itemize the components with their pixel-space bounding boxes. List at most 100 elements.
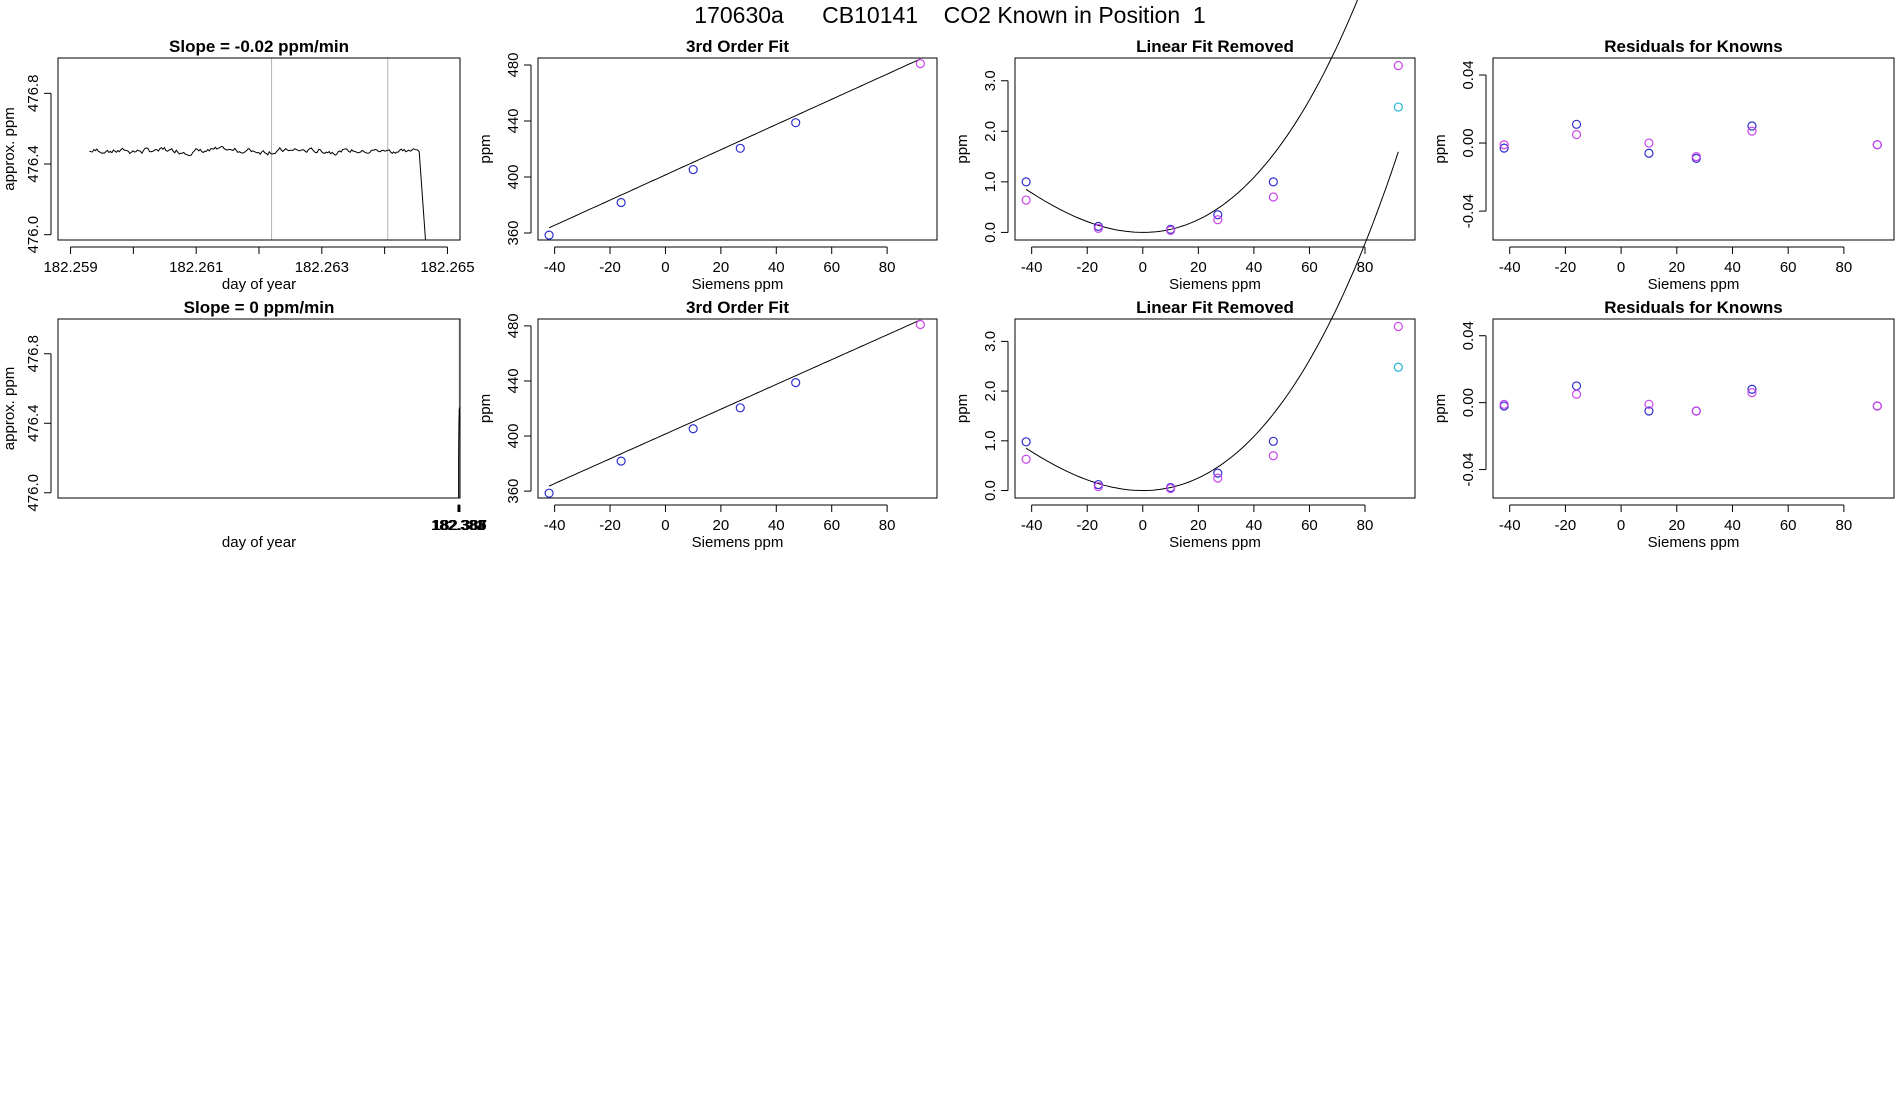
x-tick-label: -20 <box>1076 517 1098 534</box>
y-tick-label: 3.0 <box>982 70 999 91</box>
x-axis-label: Siemens ppm <box>692 534 784 551</box>
x-axis-label: Siemens ppm <box>1648 534 1740 551</box>
y-tick-label: 0.04 <box>1460 60 1477 89</box>
data-point <box>1644 148 1654 158</box>
x-tick-label: 60 <box>1780 517 1797 534</box>
y-tick-label: 400 <box>505 424 522 449</box>
data-point <box>1644 138 1654 148</box>
plot-title: Linear Fit Removed <box>1136 37 1294 56</box>
data-point <box>1691 406 1701 416</box>
x-tick-label: -40 <box>1499 517 1521 534</box>
y-tick-label: 400 <box>505 164 522 189</box>
x-tick-label: 80 <box>879 517 896 534</box>
plot-frame <box>1014 57 1416 241</box>
y-tick-label: 1.0 <box>982 430 999 451</box>
data-point <box>1747 126 1757 136</box>
x-axis-label: Siemens ppm <box>692 276 784 293</box>
data-point <box>1747 384 1757 394</box>
x-tick-label: 182.265 <box>420 259 474 276</box>
data-point <box>735 143 745 153</box>
x-tick-label: 0 <box>1617 259 1625 276</box>
x-tick-label: 60 <box>823 517 840 534</box>
y-tick-label: 360 <box>505 479 522 504</box>
x-tick-label: -40 <box>544 517 566 534</box>
fit-curve <box>548 58 921 229</box>
data-point <box>1571 389 1582 399</box>
data-point <box>1268 177 1278 187</box>
y-tick-label: 0.00 <box>1460 128 1477 157</box>
x-tick-label: -40 <box>1499 259 1521 276</box>
x-tick-label: 80 <box>1836 517 1853 534</box>
plot-frame <box>1492 57 1895 241</box>
x-tick-label: 20 <box>1190 259 1207 276</box>
y-tick-label: 480 <box>505 313 522 338</box>
page-title: 170630a CB10141 CO2 Known in Position 1 <box>694 2 1206 28</box>
x-tick-label: 40 <box>768 517 785 534</box>
x-tick-label: -20 <box>599 517 621 534</box>
data-point <box>1393 362 1403 372</box>
data-point <box>1213 473 1223 483</box>
data-point <box>1747 388 1757 398</box>
x-axis-label: day of year <box>222 276 296 293</box>
y-axis-label: ppm <box>1432 394 1449 423</box>
data-point <box>544 488 554 498</box>
x-tick-label: 0 <box>661 517 669 534</box>
data-point <box>791 118 801 128</box>
x-tick-label: 182.263 <box>295 259 349 276</box>
data-point <box>1872 401 1882 411</box>
y-tick-label: 2.0 <box>982 121 999 142</box>
data-point <box>1872 140 1882 150</box>
x-tick-label: -40 <box>544 259 566 276</box>
y-axis-label: ppm <box>477 134 494 163</box>
data-point <box>688 164 698 175</box>
plot-r1c1: Slope = -0.02 ppm/min 182.259 182.261 182.2… <box>1 37 475 293</box>
data-point <box>616 197 626 208</box>
x-tick-label: 0 <box>661 259 669 276</box>
data-point <box>1499 143 1509 153</box>
x-axis-label: Siemens ppm <box>1169 534 1261 551</box>
y-axis-label: approx. ppm <box>1 107 18 190</box>
y-tick-label: 0.0 <box>982 480 999 501</box>
y-tick-label: 360 <box>505 220 522 245</box>
data-point <box>1393 60 1403 71</box>
fit-curve <box>1025 0 1359 233</box>
y-axis-label: ppm <box>477 394 494 423</box>
data-point <box>1747 121 1757 131</box>
data-point <box>1021 437 1031 447</box>
y-axis-label: ppm <box>1432 134 1449 163</box>
data-point <box>1213 215 1223 225</box>
data-point <box>915 319 925 330</box>
plot-title: Slope = -0.02 ppm/min <box>169 37 349 56</box>
plot-frame <box>1014 318 1416 499</box>
y-tick-label: 0.0 <box>982 222 999 243</box>
y-tick-label: -0.04 <box>1460 452 1477 486</box>
x-tick-label: 182.385 <box>432 517 486 534</box>
data-point <box>1393 102 1403 112</box>
x-tick-label: 182.383 <box>431 517 485 534</box>
x-tick-label: 40 <box>1724 517 1741 534</box>
plot-r1c3: Linear Fit Removed -40 -20 0 20 40 60 80 Siemens… <box>954 0 1416 293</box>
data-point <box>544 230 554 240</box>
x-tick-label: 182.382 <box>431 517 485 534</box>
x-tick-label: -40 <box>1021 517 1043 534</box>
x-axis-label: Siemens ppm <box>1169 276 1261 293</box>
x-tick-label: 80 <box>1836 259 1853 276</box>
plot-r2c1: Slope = 0 ppm/min 182.382182.383182.38418… <box>1 298 487 551</box>
data-point <box>1093 481 1103 492</box>
data-point <box>1021 177 1031 187</box>
y-tick-label: 2.0 <box>982 381 999 402</box>
x-tick-label: -20 <box>1076 259 1098 276</box>
x-tick-label: -20 <box>1555 517 1577 534</box>
plot-title: Linear Fit Removed <box>1136 298 1294 317</box>
y-tick-label: 476.8 <box>25 75 42 113</box>
plot-r2c3: Linear Fit Removed -40 -20 0 20 40 60 80 Siemens… <box>954 151 1416 551</box>
data-point <box>915 58 925 69</box>
series-line <box>458 406 461 498</box>
fit-curve <box>548 319 921 487</box>
x-tick-label: 20 <box>713 259 730 276</box>
x-axis-label: Siemens ppm <box>1648 276 1740 293</box>
plot-frame <box>1492 318 1895 499</box>
x-tick-label: 20 <box>713 517 730 534</box>
x-tick-label: 182.384 <box>432 517 486 534</box>
x-tick-label: 20 <box>1668 259 1685 276</box>
